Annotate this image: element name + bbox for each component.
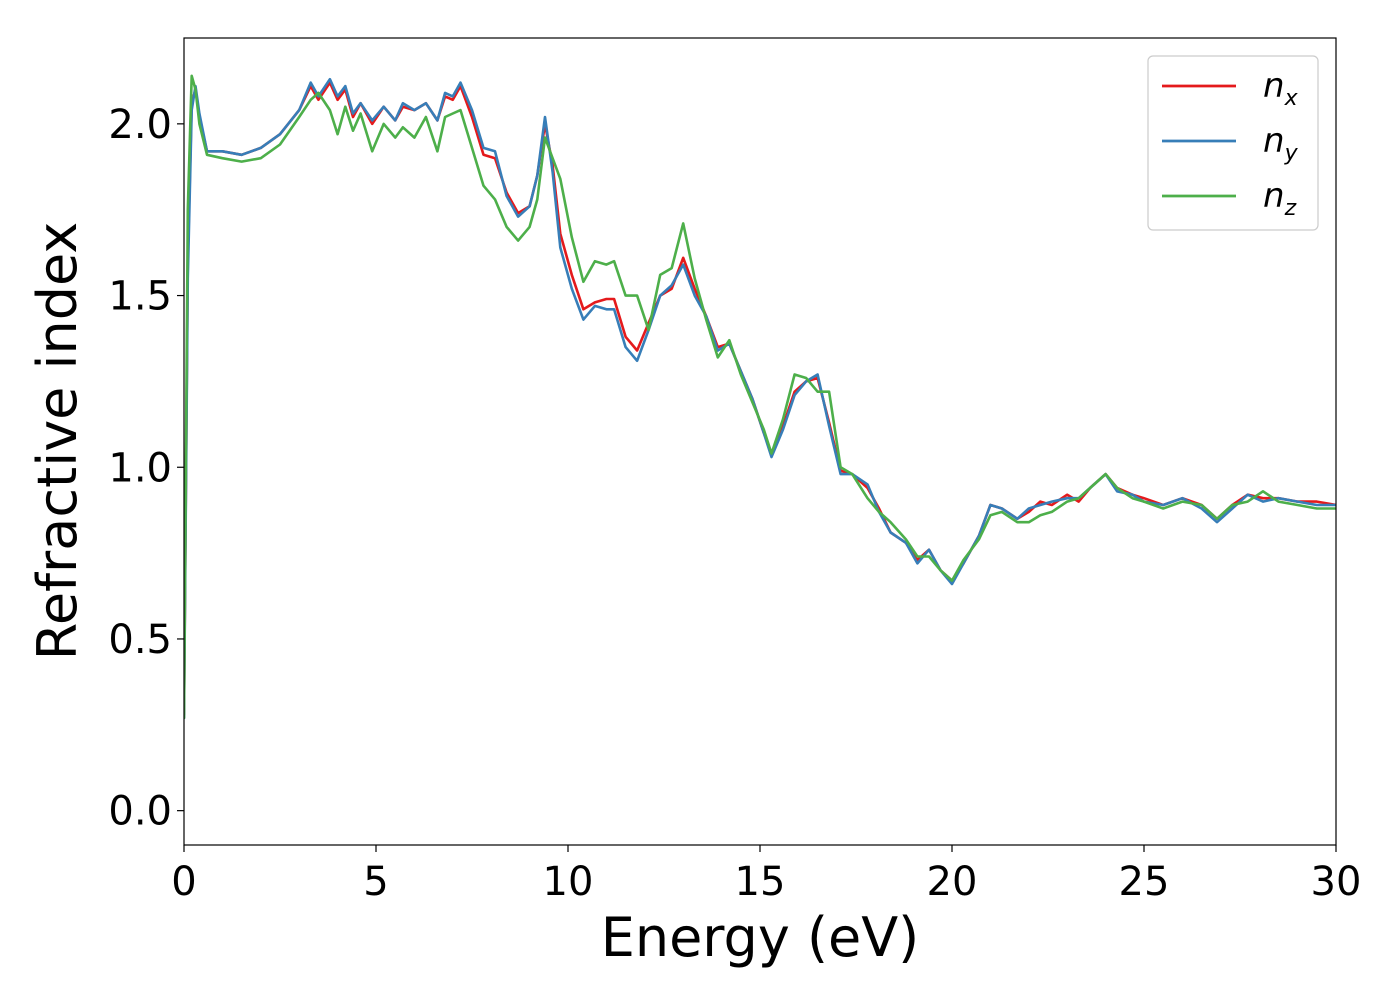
legend-label-z: nz xyxy=(1263,176,1297,221)
x-axis-ticks: 0 5 10 15 20 25 30 xyxy=(171,845,1361,905)
legend-entries: nx ny nz xyxy=(1162,66,1299,221)
x-tick-label: 5 xyxy=(363,859,388,905)
y-tick-label: 0.5 xyxy=(108,617,172,663)
x-axis-label: Energy (eV) xyxy=(601,906,920,969)
legend: nx ny nz xyxy=(1147,55,1319,231)
x-tick-label: 30 xyxy=(1311,859,1362,905)
y-tick-label: 2.0 xyxy=(108,102,172,148)
x-tick-label: 25 xyxy=(1119,859,1170,905)
series-layer xyxy=(184,74,1336,720)
x-tick-label: 10 xyxy=(543,859,594,905)
y-tick-label: 0.0 xyxy=(108,789,172,835)
series-line-x xyxy=(184,81,1336,716)
x-tick-label: 20 xyxy=(927,859,978,905)
legend-label-x: nx xyxy=(1263,66,1299,111)
y-axis-label: Refractive index xyxy=(26,222,89,661)
y-tick-label: 1.0 xyxy=(108,445,172,491)
y-tick-label: 1.5 xyxy=(108,274,172,320)
y-axis-ticks: 0.0 0.5 1.0 1.5 2.0 xyxy=(108,102,184,835)
legend-label-y: ny xyxy=(1263,121,1299,166)
legend-box xyxy=(1147,55,1319,231)
series-line-z xyxy=(184,74,1336,720)
x-tick-label: 0 xyxy=(171,859,196,905)
x-tick-label: 15 xyxy=(735,859,786,905)
